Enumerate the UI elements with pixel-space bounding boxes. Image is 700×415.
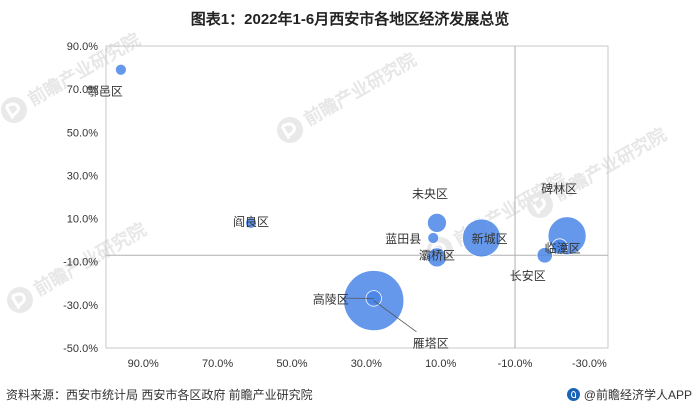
y-tick-label: 90.0%: [67, 41, 98, 53]
x-tick-label: 90.0%: [128, 358, 159, 370]
bubble-蓝田县[interactable]: [427, 232, 440, 244]
y-tick-label: -30.0%: [63, 300, 98, 312]
bubble-label: 雁塔区: [413, 337, 449, 351]
bubble-新城区[interactable]: [462, 218, 502, 258]
y-tick-label: 10.0%: [67, 214, 98, 226]
bubble-chart: 前瞻产业研究院 前瞻产业研究院 前瞻产业研究院 前瞻产业研究院 前瞻产业研究院 …: [0, 28, 670, 370]
bubble-label: 新城区: [472, 231, 508, 246]
y-tick-label: 50.0%: [67, 127, 98, 139]
y-tick-label: 30.0%: [67, 170, 98, 182]
x-tick-label: 70.0%: [202, 358, 233, 370]
reference-lines: [106, 46, 608, 348]
bubble-长安区[interactable]: [536, 247, 553, 264]
x-tick-label: -30.0%: [572, 358, 607, 370]
x-axis: 90.0% 70.0% 50.0% 30.0% 10.0% -10.0% -30.0%: [128, 358, 607, 370]
y-axis: 90.0% 70.0% 50.0% 30.0% 10.0% -10.0% -30.0% -50…: [63, 41, 98, 355]
bubble-label: 长安区: [510, 268, 546, 283]
x-tick-label: 50.0%: [276, 358, 307, 370]
bubble-label: 未央区: [412, 187, 448, 201]
plot-area-border: [105, 45, 609, 349]
bubble-灞桥区[interactable]: [427, 247, 447, 268]
brand-text: @前瞻经济学人APP: [583, 388, 692, 402]
x-tick-label: 10.0%: [425, 358, 456, 370]
y-tick-label: 70.0%: [67, 84, 98, 96]
watermark-text: 前瞻产业研究院: [300, 48, 420, 129]
bubble-label: 鄠邑区: [87, 85, 123, 99]
watermark-logo: 前瞻产业研究院: [270, 48, 420, 150]
bubble-鄠邑区[interactable]: [114, 63, 127, 76]
watermarks: 前瞻产业研究院 前瞻产业研究院 前瞻产业研究院 前瞻产业研究院 前瞻产业研究院: [0, 28, 670, 320]
x-tick-label: 30.0%: [351, 358, 382, 370]
y-tick-label: -10.0%: [63, 257, 98, 269]
bubble-label: 灞桥区: [419, 248, 455, 262]
chart-title: 图表1：2022年1-6月西安市各地区经济发展总览: [190, 11, 510, 28]
bubble-未央区[interactable]: [427, 212, 447, 233]
source-note: 资料来源：西安市统计局 西安市各区政府 前瞻产业研究院: [6, 388, 313, 402]
watermark-logo: 前瞻产业研究院: [520, 123, 670, 225]
brand: @前瞻经济学人APP: [566, 386, 692, 403]
y-tick-label: -50.0%: [63, 343, 98, 355]
brand-logo-icon: [566, 388, 580, 401]
bubble-label: 阎良区: [233, 214, 269, 229]
footer: 资料来源：西安市统计局 西安市各区政府 前瞻产业研究院 @前瞻经济学人APP: [0, 386, 700, 408]
bubble-临潼区[interactable]: [551, 238, 568, 255]
bubble-label: 临潼区: [545, 241, 581, 256]
bubble-label: 碑林区: [541, 181, 577, 196]
x-tick-label: -10.0%: [498, 358, 533, 370]
bubble-label: 蓝田县: [385, 232, 421, 246]
bubble-label: 高陵区: [313, 291, 349, 306]
label-leader-line: [373, 300, 417, 333]
bubble-阎良区[interactable]: [245, 216, 257, 229]
